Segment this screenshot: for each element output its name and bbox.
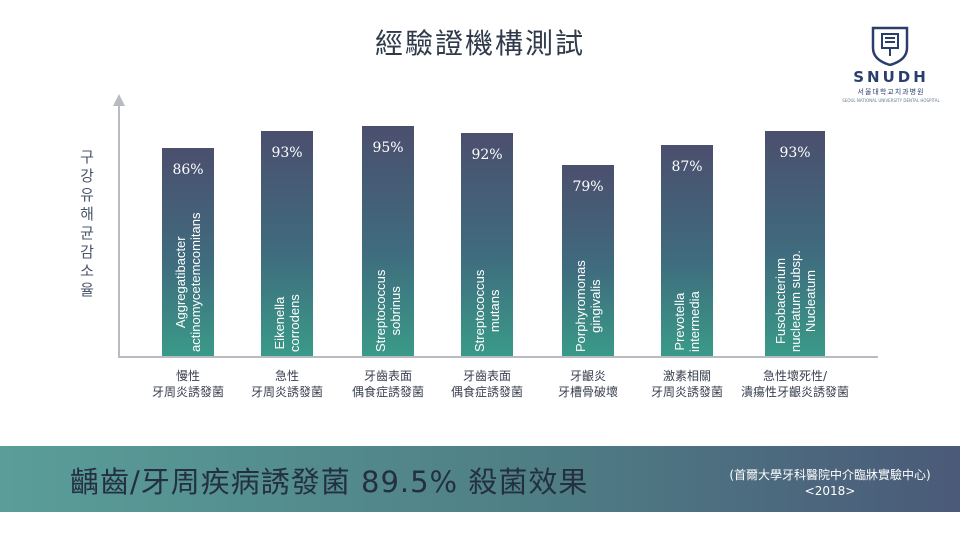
bacterium-name: Prevotella intermedia	[672, 291, 702, 352]
bar-3	[362, 126, 414, 356]
bacterium-name: Streptococcus mutans	[472, 269, 502, 352]
bar-6	[661, 145, 713, 356]
bottom-banner	[0, 446, 960, 512]
bacterium-name: Eikenella corrodens	[272, 294, 302, 352]
y-axis-arrow-icon	[113, 94, 125, 106]
bacterium-name: Porphyromonas gingivalis	[573, 260, 603, 352]
x-category-label: 急性 牙周炎誘發菌	[250, 369, 323, 399]
snudh-logo: SNUDH 서울대학교치과병원 SEOUL NATIONAL UNIVERSIT…	[835, 24, 947, 104]
bar-2	[261, 130, 313, 356]
x-category-label: 急性壞死性/ 潰瘍性牙齦炎誘發菌	[740, 369, 849, 399]
bacterium-name: Fusobacterium nucleatum subsp. Nucleatum	[772, 250, 818, 352]
bar-value-label: 95%	[372, 140, 404, 157]
x-category-label: 牙齒表面 偶食症誘發菌	[450, 369, 523, 399]
x-category-label: 牙齒表面 偶食症誘發菌	[351, 369, 424, 399]
bar-7	[765, 130, 825, 356]
bar-4	[461, 133, 513, 356]
bar-value-label: 87%	[671, 159, 703, 176]
crest-icon	[871, 26, 909, 66]
bar-value-label: 79%	[572, 178, 604, 195]
x-category-label: 激素相關 牙周炎誘發菌	[650, 369, 723, 399]
x-category-label: 牙齦炎 牙槽骨破壞	[557, 369, 618, 399]
logo-english: SEOUL NATIONAL UNIVERSITY DENTAL HOSPITA…	[842, 98, 940, 103]
logo-wordmark: SNUDH	[853, 68, 929, 86]
y-axis-line	[118, 104, 120, 358]
bar-value-label: 92%	[471, 147, 503, 164]
bar-1	[162, 147, 214, 356]
banner-headline: 齲齒/牙周疾病誘發菌 89.5% 殺菌效果	[70, 465, 589, 499]
y-axis-label: 구강 유해균 감소율	[80, 148, 94, 299]
bar-5	[562, 164, 614, 356]
bar-value-label: 86%	[172, 161, 204, 178]
x-axis-line	[118, 356, 878, 358]
x-category-label: 慢性 牙周炎誘發菌	[151, 369, 224, 399]
bacterium-name: Aggregatibacter actinomycetemcomitans	[173, 212, 203, 352]
logo-korean: 서울대학교치과병원	[857, 88, 925, 96]
bar-value-label: 93%	[271, 144, 303, 161]
slide-title: 經驗證機構測試	[374, 27, 585, 60]
bar-value-label: 93%	[779, 144, 811, 161]
bacterium-name: Streptococcus sobrinus	[373, 269, 403, 352]
banner-source: (首爾大學牙科醫院中介臨牀實驗中心) <2018>	[729, 468, 931, 498]
